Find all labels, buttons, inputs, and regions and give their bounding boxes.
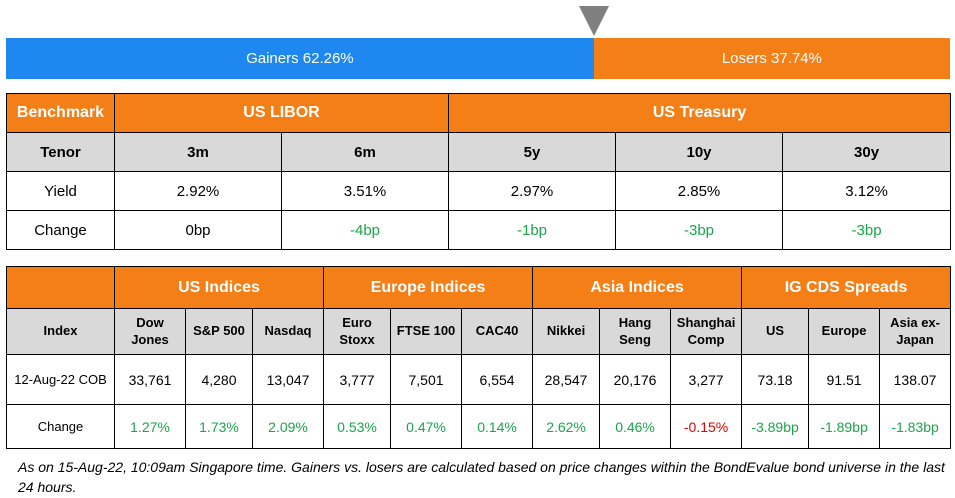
tenor-cell: 5y (448, 132, 617, 172)
europe-indices-header: Europe Indices (323, 266, 534, 309)
ig-cds-header: IG CDS Spreads (741, 266, 952, 309)
index-name-cell: Shanghai Comp (670, 308, 743, 355)
yield-label: Yield (6, 171, 115, 211)
yield-row: Yield 2.92% 3.51% 2.97% 2.85% 3.12% (6, 171, 952, 211)
change-cell: -4bp (280, 210, 450, 250)
index-value-cell: 7,501 (390, 354, 463, 405)
gainers-segment: Gainers 62.26% (6, 38, 594, 79)
yield-cell: 2.92% (114, 171, 282, 211)
index-value-cell: 73.18 (741, 354, 810, 405)
index-name-cell: CAC40 (461, 308, 534, 355)
benchmark-header: Benchmark (6, 93, 115, 133)
yield-cell: 2.85% (615, 171, 784, 211)
index-name-row: Index Dow Jones S&P 500 Nasdaq Euro Stox… (6, 308, 952, 355)
gainers-losers-bar: Gainers 62.26% Losers 37.74% (6, 38, 950, 79)
yield-cell: 2.97% (448, 171, 617, 211)
us-indices-header: US Indices (113, 266, 325, 309)
change-label: Change (6, 404, 115, 449)
change-cell: -3bp (615, 210, 784, 250)
index-value-cell: 138.07 (879, 354, 952, 405)
index-value-cell: 13,047 (251, 354, 325, 405)
tenor-cell: 10y (615, 132, 784, 172)
treasury-header: US Treasury (448, 93, 952, 133)
index-name-cell: Hang Seng (599, 308, 672, 355)
triangle-down-icon (578, 6, 609, 36)
change-label: Change (6, 210, 115, 250)
index-value-cell: 91.51 (808, 354, 881, 405)
index-change-cell: -3.89bp (741, 404, 810, 449)
index-value-cell: 33,761 (114, 354, 186, 405)
index-change-cell: -0.15% (670, 404, 743, 449)
tenor-label: Tenor (6, 132, 115, 172)
index-name-cell: Europe (808, 308, 881, 355)
index-change-cell: -1.89bp (808, 404, 881, 449)
index-change-cell: 1.73% (185, 404, 253, 449)
indices-group-row: US Indices Europe Indices Asia Indices I… (6, 266, 952, 309)
index-change-cell: 0.47% (390, 404, 463, 449)
index-name-cell: US (741, 308, 810, 355)
index-name-cell: FTSE 100 (390, 308, 463, 355)
index-value-cell: 6,554 (461, 354, 534, 405)
index-name-cell: Nasdaq (251, 308, 325, 355)
tenor-row: Tenor 3m 6m 5y 10y 30y (6, 132, 952, 172)
change-cell: -1bp (448, 210, 617, 250)
libor-header: US LIBOR (113, 93, 450, 133)
index-value-cell: 28,547 (532, 354, 601, 405)
index-change-cell: 2.62% (532, 404, 601, 449)
index-name-cell: Dow Jones (114, 308, 186, 355)
tenor-cell: 6m (280, 132, 450, 172)
index-value-cell: 4,280 (185, 354, 253, 405)
rates-table: Benchmark US LIBOR US Treasury Tenor 3m … (6, 93, 952, 250)
indices-table: US Indices Europe Indices Asia Indices I… (6, 266, 952, 449)
rates-change-row: Change 0bp -4bp -1bp -3bp -3bp (6, 210, 952, 250)
index-change-cell: 0.46% (599, 404, 672, 449)
index-name-cell: Nikkei (532, 308, 601, 355)
index-change-cell: 2.09% (251, 404, 325, 449)
rates-header-row: Benchmark US LIBOR US Treasury (6, 93, 952, 133)
index-change-cell: 0.14% (461, 404, 534, 449)
index-name-cell: Asia ex- Japan (879, 308, 952, 355)
yield-cell: 3.51% (280, 171, 450, 211)
footnote: As on 15-Aug-22, 10:09am Singapore time.… (18, 459, 945, 496)
tenor-cell: 30y (782, 132, 952, 172)
index-change-cell: -1.83bp (879, 404, 952, 449)
index-name-cell: S&P 500 (185, 308, 253, 355)
losers-segment: Losers 37.74% (593, 38, 950, 79)
tenor-cell: 3m (114, 132, 282, 172)
empty-header (6, 266, 115, 309)
index-value-row: 12-Aug-22 COB 33,761 4,280 13,047 3,777 … (6, 354, 952, 405)
change-cell: 0bp (114, 210, 282, 250)
index-change-cell: 1.27% (114, 404, 186, 449)
index-change-cell: 0.53% (323, 404, 392, 449)
index-value-cell: 3,277 (670, 354, 743, 405)
index-value-cell: 3,777 (323, 354, 392, 405)
index-change-row: Change 1.27% 1.73% 2.09% 0.53% 0.47% 0.1… (6, 404, 952, 449)
index-label: Index (6, 308, 115, 355)
asia-indices-header: Asia Indices (532, 266, 743, 309)
change-cell: -3bp (782, 210, 952, 250)
index-name-cell: Euro Stoxx (323, 308, 392, 355)
yield-cell: 3.12% (782, 171, 952, 211)
values-date-label: 12-Aug-22 COB (6, 354, 115, 405)
index-value-cell: 20,176 (599, 354, 672, 405)
